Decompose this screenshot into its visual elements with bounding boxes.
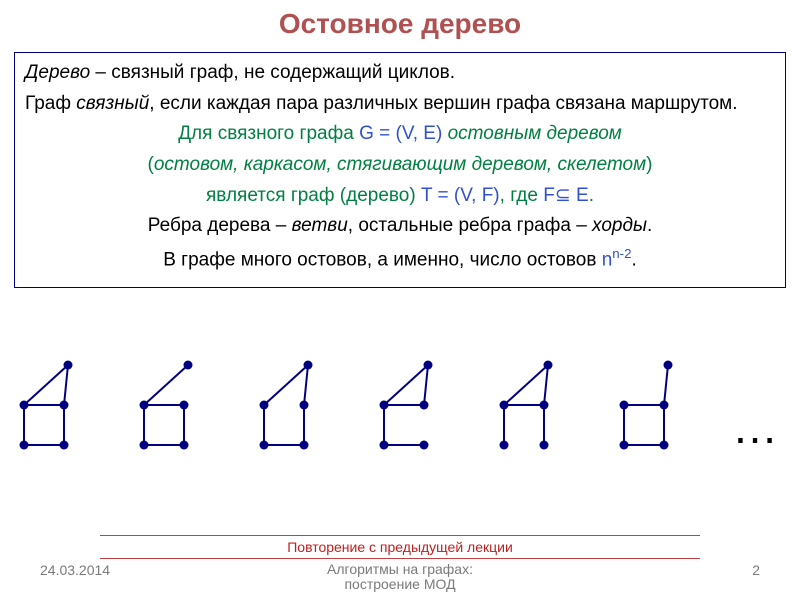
line7-n: n	[602, 249, 613, 270]
line-3: Для связного графа G = (V, E) остовным д…	[25, 122, 775, 147]
footer-center-l1: Алгоритмы на графах:	[327, 561, 473, 577]
note-bar: Повторение с предыдущей лекции	[100, 535, 700, 559]
footer-page: 2	[752, 562, 760, 578]
line1-rest: – связный граф, не содержащий циклов.	[90, 62, 455, 83]
line-1: Дерево – связный граф, не содержащий цик…	[25, 61, 775, 86]
line-5: является граф (дерево) T = (V, F), где F…	[25, 184, 775, 209]
line2-a: Граф	[25, 93, 76, 114]
line7-a: В графе много остовов, а именно, число о…	[163, 249, 602, 270]
line3-b: остовным деревом	[442, 123, 621, 144]
diagram-area	[14, 345, 786, 525]
line3-g: G = (V, E)	[359, 123, 442, 144]
line5-t: T = (V, F)	[421, 185, 500, 206]
line2-italic: связный	[76, 93, 149, 114]
line7-exp: n-2	[612, 246, 631, 261]
line6-i2: хорды	[592, 215, 647, 236]
line6-b: , остальные ребра графа –	[348, 215, 592, 236]
line5-c: .	[589, 185, 594, 206]
spanning-tree-diagram	[14, 345, 754, 525]
title-text: Остовное дерево	[279, 8, 521, 39]
ellipsis: …	[732, 400, 778, 454]
line5-b: , где	[500, 185, 544, 206]
line-4: (остовом, каркасом, стягивающим деревом,…	[25, 153, 775, 178]
line4-b: )	[646, 154, 652, 175]
slide-title: Остовное дерево	[0, 8, 800, 40]
line6-c: .	[647, 215, 652, 236]
footer: 24.03.2014 Алгоритмы на графах: построен…	[0, 562, 800, 594]
line4-italic: остовом, каркасом, стягивающим деревом, …	[154, 154, 646, 175]
line6-i1: ветви	[292, 215, 348, 236]
slide: Остовное дерево Дерево – связный граф, н…	[0, 0, 800, 600]
line2-b: , если каждая пара различных вершин граф…	[149, 93, 737, 114]
line3-a: Для связного графа	[178, 123, 359, 144]
note-text: Повторение с предыдущей лекции	[287, 539, 513, 555]
footer-center: Алгоритмы на графах: построение МОД	[0, 562, 800, 593]
line5-rel: F⊆ E	[543, 185, 588, 206]
line1-italic: Дерево	[25, 62, 90, 83]
line5-a: является граф (дерево)	[206, 185, 421, 206]
line7-b: .	[632, 249, 637, 270]
line-2: Граф связный, если каждая пара различных…	[25, 92, 775, 117]
line-6: Ребра дерева – ветви, остальные ребра гр…	[25, 214, 775, 239]
content-box: Дерево – связный граф, не содержащий цик…	[14, 52, 786, 288]
line6-a: Ребра дерева –	[148, 215, 292, 236]
footer-center-l2: построение МОД	[344, 576, 455, 592]
line-7: В графе много остовов, а именно, число о…	[25, 245, 775, 273]
